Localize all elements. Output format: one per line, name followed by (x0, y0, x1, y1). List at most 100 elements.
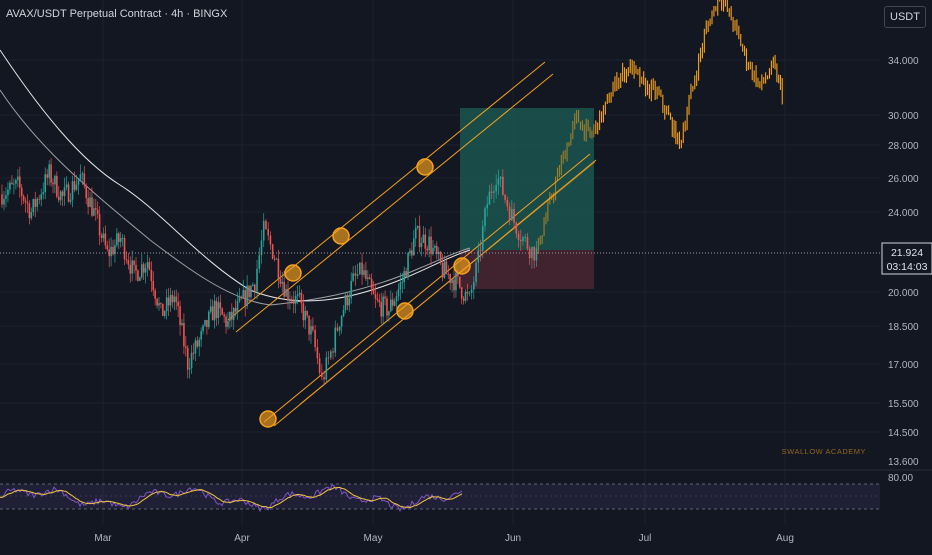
price-tick-label: 24.000 (888, 208, 919, 219)
candle-body (453, 279, 455, 291)
candle-body (490, 191, 493, 193)
candle-body (32, 199, 35, 213)
candle-body (50, 164, 52, 183)
projected-price-path[interactable] (537, 0, 783, 254)
time-axis[interactable]: Mar Apr May Jun Jul Aug (94, 533, 794, 544)
candle-body (430, 236, 432, 254)
candle-body (217, 302, 220, 319)
candle-body (160, 303, 162, 304)
candle-body (140, 264, 143, 278)
candle-body (253, 284, 256, 292)
candle-body (418, 226, 421, 248)
candle-body (30, 212, 33, 219)
candle-body (87, 198, 89, 207)
candle-body (533, 246, 535, 261)
candle-body (428, 236, 430, 251)
price-tick-label: 28.000 (888, 141, 919, 152)
candle-body (146, 262, 149, 269)
candle-body (229, 311, 231, 321)
candle-body (338, 326, 341, 331)
candle-body (129, 264, 132, 274)
candle-body (384, 296, 386, 299)
candle-body (367, 277, 369, 279)
price-axis[interactable]: 34.000 30.000 28.000 26.000 24.000 20.000 18.5… (888, 56, 919, 468)
candle-body (142, 264, 145, 273)
candle-body (165, 297, 168, 312)
candle-body (414, 227, 417, 239)
candle-body (382, 296, 384, 317)
candle-body (167, 297, 170, 306)
candle-body (13, 183, 15, 185)
candle-body (209, 306, 212, 312)
candlestick-series[interactable] (1, 158, 538, 386)
candle-body (28, 203, 31, 219)
price-tick-label: 15.500 (888, 399, 919, 410)
candle-body (181, 322, 183, 326)
candle-body (44, 174, 46, 193)
candle-body (312, 326, 314, 331)
candle-body (250, 286, 252, 298)
candle-body (185, 346, 187, 348)
time-tick-label: Jun (505, 533, 521, 544)
candle-body (194, 340, 197, 354)
candle-body (479, 250, 482, 252)
candle-body (238, 297, 241, 301)
stop-zone[interactable] (460, 250, 594, 289)
price-tick-label: 30.000 (888, 111, 919, 122)
touch-marker[interactable] (453, 257, 471, 275)
candle-body (77, 179, 80, 185)
candle-body (81, 173, 84, 175)
candle-body (106, 245, 109, 250)
candle-body (314, 330, 316, 348)
candle-body (190, 352, 193, 369)
candle-body (139, 277, 141, 281)
candle-body (291, 300, 293, 302)
candle-body (458, 276, 461, 288)
touch-marker[interactable] (396, 302, 414, 320)
candle-body (279, 278, 282, 284)
candle-body (121, 237, 124, 239)
candle-body (9, 182, 11, 190)
candle-body (20, 187, 23, 196)
candle-body (7, 189, 9, 196)
candle-body (306, 310, 308, 316)
candle-body (484, 208, 486, 227)
candle-body (108, 249, 110, 257)
candle-body (119, 238, 122, 242)
ascending-channel[interactable] (227, 61, 597, 427)
touch-marker[interactable] (332, 227, 350, 245)
candle-body (445, 261, 448, 275)
candle-body (61, 191, 64, 196)
candle-body (188, 368, 191, 370)
candle-body (528, 248, 531, 259)
rsi-panel[interactable]: 80.00 (0, 469, 932, 513)
candle-body (26, 202, 29, 204)
touch-marker[interactable] (416, 158, 434, 176)
candle-body (127, 260, 130, 265)
price-tick-label: 14.500 (888, 428, 919, 439)
candle-body (508, 206, 511, 221)
candle-body (252, 284, 254, 287)
candle-body (262, 220, 265, 241)
candle-body (426, 248, 429, 251)
candle-body (179, 306, 181, 326)
candle-body (177, 301, 179, 307)
candle-body (481, 226, 484, 252)
candle-body (412, 238, 415, 256)
candle-body (327, 357, 330, 359)
candle-body (65, 184, 68, 188)
currency-selector-button[interactable]: USDT (884, 6, 926, 28)
candle-body (517, 233, 520, 241)
touch-marker[interactable] (284, 264, 302, 282)
candle-body (403, 271, 406, 283)
touch-marker[interactable] (259, 410, 277, 428)
candle-body (336, 327, 339, 331)
candle-body (227, 320, 229, 327)
candle-body (363, 270, 365, 275)
candle-body (98, 214, 101, 236)
channel-touch-markers[interactable] (259, 158, 471, 428)
candle-body (316, 347, 319, 359)
candle-body (292, 300, 295, 304)
